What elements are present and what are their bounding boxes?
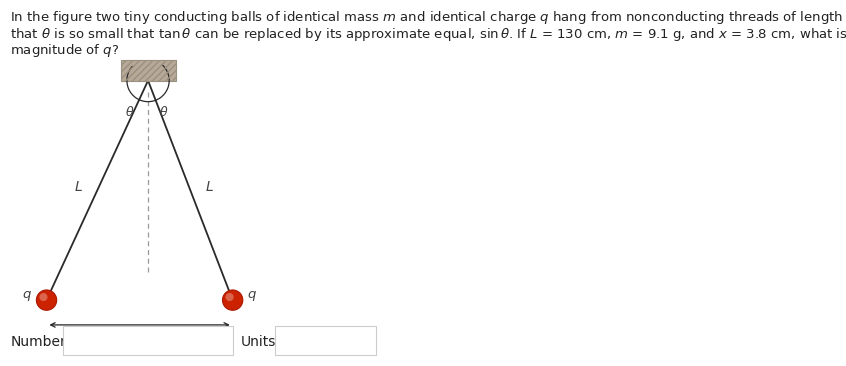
Text: magnitude of $q$?: magnitude of $q$? <box>10 42 119 59</box>
Text: $x$: $x$ <box>135 334 145 347</box>
Text: $L$: $L$ <box>205 180 213 194</box>
Bar <box>120 60 175 81</box>
Text: Units: Units <box>241 335 277 349</box>
Text: $L$: $L$ <box>74 180 83 194</box>
Text: that $\theta$ is so small that tan$\,\theta$ can be replaced by its approximate : that $\theta$ is so small that tan$\,\th… <box>10 26 846 42</box>
Bar <box>275 326 376 355</box>
Ellipse shape <box>36 290 57 310</box>
Text: ∨: ∨ <box>364 337 372 347</box>
Text: $q$: $q$ <box>247 290 257 303</box>
Bar <box>120 60 175 81</box>
Text: $\theta$: $\theta$ <box>124 105 135 119</box>
Text: In the figure two tiny conducting balls of identical mass $m$ and identical char: In the figure two tiny conducting balls … <box>10 9 846 26</box>
Ellipse shape <box>226 293 233 301</box>
Ellipse shape <box>222 290 243 310</box>
Bar <box>63 326 233 355</box>
Text: $\theta$: $\theta$ <box>158 105 168 119</box>
Text: $q$: $q$ <box>22 290 32 303</box>
Ellipse shape <box>40 293 47 301</box>
Text: Number: Number <box>10 335 66 349</box>
